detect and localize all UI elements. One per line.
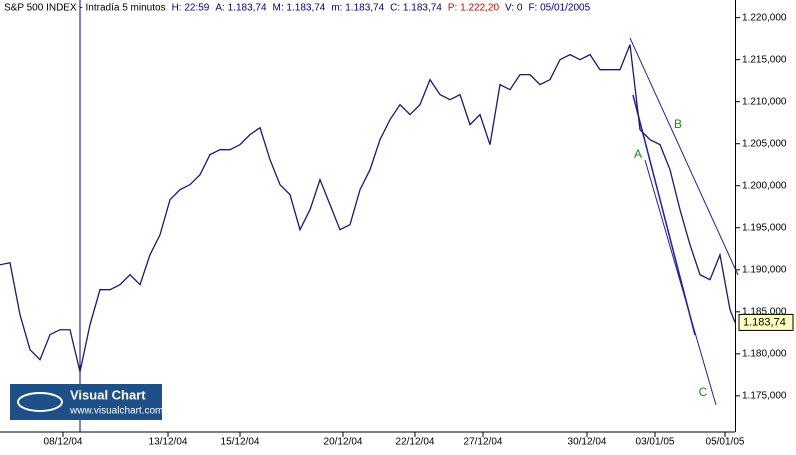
last-price-label: 1.183,74 — [743, 316, 786, 328]
x-tick-label: 03/01/05 — [636, 437, 675, 448]
last-price-box — [738, 313, 794, 331]
y-tick-label: 1.190,000 — [742, 264, 787, 275]
header-item: V: 0 — [505, 3, 523, 14]
y-tick-label: 1.220,000 — [742, 12, 787, 23]
annotation: A — [634, 147, 642, 161]
y-tick-label: 1.175,000 — [742, 391, 787, 402]
header-item: A: 1.183,74 — [215, 3, 267, 14]
y-tick-label: 1.195,000 — [742, 222, 787, 233]
x-tick-label: 22/12/04 — [396, 437, 435, 448]
y-tick-label: 1.200,000 — [742, 180, 787, 191]
trend-line — [629, 37, 739, 276]
logo: Visual Chart www.visualchart.com — [10, 384, 163, 420]
logo-icon — [17, 392, 63, 412]
x-tick-label: 30/12/04 — [568, 437, 607, 448]
x-tick-label: 05/01/05 — [706, 437, 745, 448]
logo-box — [10, 384, 162, 420]
header-item: H: 22:59 — [172, 3, 210, 14]
y-tick-label: 1.210,000 — [742, 96, 787, 107]
y-tick-label: 1.215,000 — [742, 54, 787, 65]
x-tick-label: 08/12/04 — [44, 437, 83, 448]
header-item: m: 1.183,74 — [331, 3, 384, 14]
price-line — [0, 44, 736, 372]
header-item: S&P 500 INDEX - Intradía 5 minutos — [4, 3, 166, 14]
logo-title: Visual Chart — [70, 387, 146, 402]
header-item: M: 1.183,74 — [273, 3, 326, 14]
x-tick-label: 20/12/04 — [324, 437, 363, 448]
y-tick-label: 1.185,000 — [742, 306, 787, 317]
y-tick-label: 1.180,000 — [742, 348, 787, 359]
logo-url: www.visualchart.com — [69, 406, 163, 417]
annotation: C — [699, 385, 708, 399]
header-item: C: 1.183,74 — [390, 3, 442, 14]
header-item: P: 1.222,20 — [448, 3, 500, 14]
trend-line — [644, 159, 717, 406]
annotation: B — [674, 117, 682, 131]
y-tick-label: 1.205,000 — [742, 138, 787, 149]
x-tick-label: 15/12/04 — [221, 437, 260, 448]
x-tick-label: 27/12/04 — [464, 437, 503, 448]
header-item: F: 05/01/2005 — [528, 3, 590, 14]
trend-line — [632, 94, 696, 336]
x-tick-label: 13/12/04 — [149, 437, 188, 448]
